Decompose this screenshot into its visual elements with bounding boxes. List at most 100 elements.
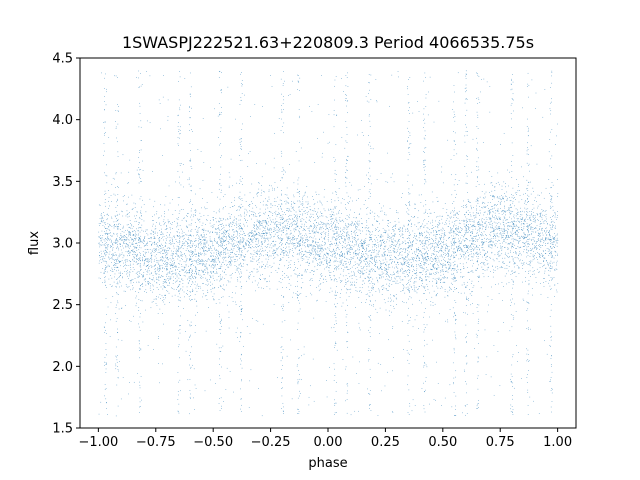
data-point bbox=[284, 212, 285, 213]
data-point bbox=[441, 233, 443, 234]
data-point bbox=[380, 261, 381, 263]
data-point bbox=[314, 231, 316, 232]
data-point bbox=[319, 239, 320, 240]
data-point bbox=[475, 269, 476, 271]
data-point bbox=[148, 270, 150, 272]
data-point bbox=[153, 248, 155, 250]
data-point bbox=[168, 280, 169, 281]
data-point bbox=[181, 278, 182, 280]
data-point bbox=[203, 293, 204, 295]
data-point bbox=[203, 228, 205, 230]
data-point bbox=[385, 269, 387, 270]
data-point bbox=[169, 283, 170, 284]
data-point bbox=[165, 260, 167, 262]
data-point bbox=[443, 273, 444, 275]
data-point bbox=[294, 264, 295, 265]
data-point bbox=[355, 228, 357, 229]
data-point bbox=[431, 238, 433, 239]
data-point bbox=[508, 209, 510, 211]
data-point bbox=[291, 201, 292, 202]
data-point bbox=[188, 183, 190, 185]
data-point bbox=[362, 273, 364, 275]
data-point bbox=[345, 247, 346, 248]
data-point bbox=[168, 209, 169, 211]
data-point bbox=[399, 276, 401, 277]
data-point bbox=[532, 229, 534, 231]
data-point bbox=[446, 277, 448, 278]
data-point bbox=[389, 259, 391, 261]
data-point bbox=[337, 238, 338, 240]
data-point bbox=[402, 227, 403, 229]
data-point bbox=[466, 245, 467, 247]
data-point bbox=[469, 201, 470, 203]
data-point bbox=[502, 231, 504, 232]
data-point bbox=[437, 215, 439, 217]
data-point bbox=[243, 223, 245, 225]
data-point bbox=[219, 268, 221, 269]
data-point bbox=[167, 219, 169, 221]
data-point bbox=[427, 254, 429, 256]
data-point bbox=[101, 230, 103, 232]
data-point bbox=[207, 272, 209, 273]
data-point bbox=[158, 246, 159, 248]
data-point bbox=[502, 242, 503, 244]
data-point bbox=[422, 285, 424, 287]
data-point bbox=[230, 258, 231, 260]
data-point bbox=[413, 286, 415, 288]
data-point bbox=[244, 213, 245, 215]
data-point bbox=[503, 286, 504, 287]
data-point bbox=[468, 298, 469, 299]
data-point bbox=[192, 288, 193, 290]
data-point bbox=[441, 218, 443, 220]
data-point bbox=[362, 273, 363, 275]
data-point bbox=[315, 242, 316, 244]
data-point bbox=[532, 204, 534, 205]
data-point bbox=[381, 254, 383, 255]
data-point bbox=[349, 247, 351, 249]
data-point bbox=[517, 209, 518, 211]
data-point bbox=[268, 237, 270, 239]
data-point bbox=[294, 231, 295, 233]
data-point bbox=[170, 232, 171, 234]
data-point bbox=[524, 244, 526, 246]
data-point bbox=[253, 215, 255, 217]
data-point bbox=[169, 272, 171, 273]
data-point bbox=[353, 224, 355, 225]
data-point bbox=[501, 228, 503, 229]
data-point bbox=[543, 257, 545, 259]
data-point bbox=[341, 259, 343, 261]
data-point bbox=[509, 213, 511, 215]
data-point bbox=[356, 290, 358, 292]
data-point bbox=[539, 253, 540, 255]
data-point bbox=[445, 221, 446, 223]
data-point bbox=[530, 262, 531, 263]
data-point bbox=[479, 225, 481, 226]
data-point bbox=[106, 214, 108, 216]
data-point bbox=[234, 237, 235, 238]
data-point bbox=[387, 235, 389, 237]
data-point bbox=[503, 212, 504, 214]
data-point bbox=[132, 254, 133, 256]
data-point bbox=[291, 250, 293, 251]
data-point bbox=[112, 247, 114, 248]
data-point bbox=[119, 237, 120, 238]
data-point bbox=[542, 255, 544, 256]
data-point bbox=[183, 238, 184, 240]
data-point bbox=[295, 267, 296, 268]
data-point bbox=[191, 284, 192, 285]
data-point bbox=[419, 276, 421, 278]
data-point bbox=[425, 262, 426, 264]
data-point bbox=[438, 266, 440, 268]
data-point bbox=[330, 251, 331, 252]
data-point bbox=[532, 274, 533, 275]
data-point bbox=[168, 247, 170, 248]
data-point bbox=[155, 250, 157, 251]
data-point bbox=[145, 284, 147, 286]
data-point bbox=[394, 256, 396, 258]
data-point bbox=[236, 182, 238, 184]
data-point bbox=[207, 289, 208, 291]
data-point bbox=[301, 251, 303, 252]
data-point bbox=[163, 236, 165, 237]
data-point bbox=[98, 243, 100, 245]
data-point bbox=[519, 240, 520, 242]
